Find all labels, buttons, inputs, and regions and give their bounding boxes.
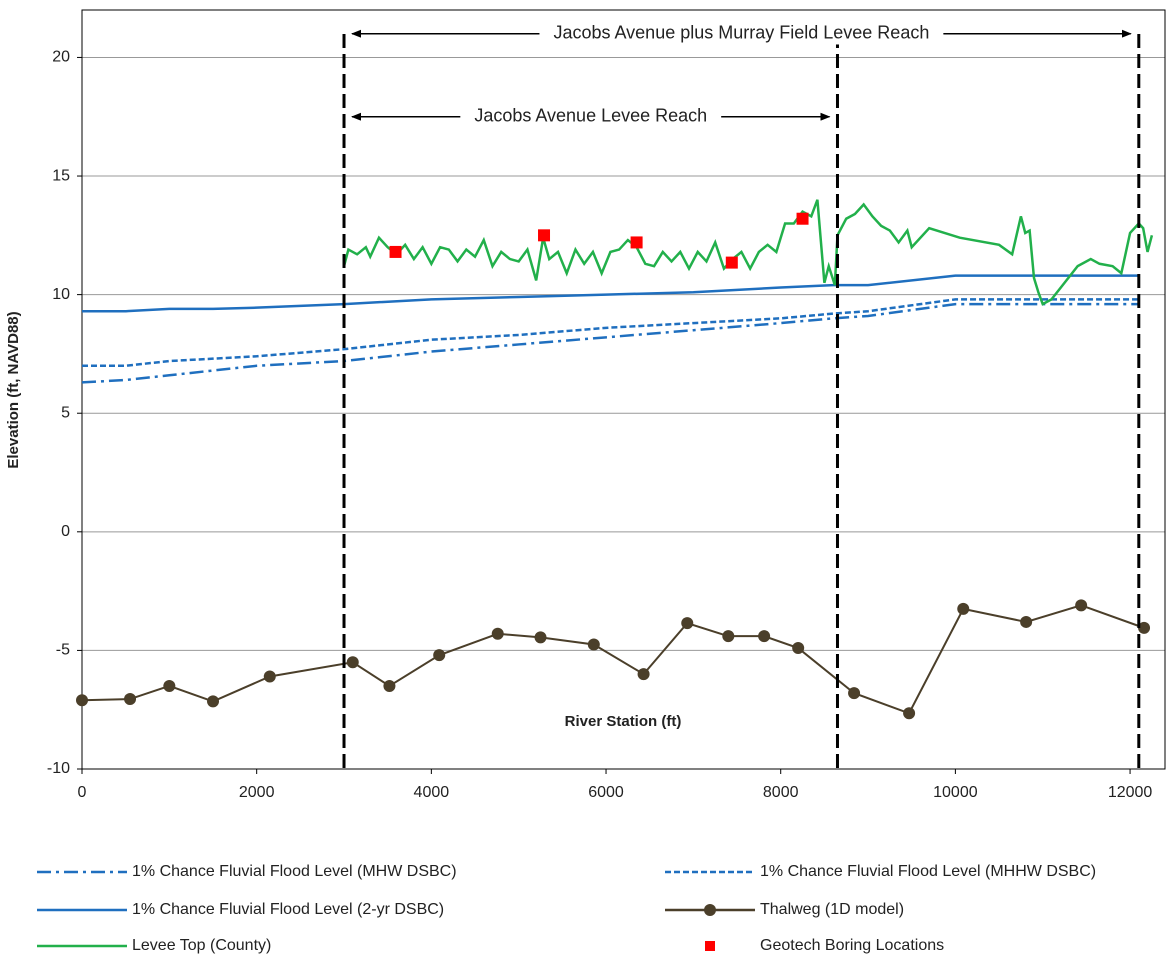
series-line: [82, 298, 1139, 368]
y-tick-label: 15: [52, 167, 70, 184]
y-tick-label: 20: [52, 49, 70, 66]
marker: [722, 630, 735, 643]
x-tick-label: 4000: [414, 784, 450, 801]
marker: [1020, 615, 1033, 628]
marker: [534, 631, 547, 644]
x-tick-label: 10000: [933, 784, 978, 801]
marker: [681, 617, 694, 630]
marker: [124, 693, 137, 706]
marker: [848, 687, 861, 700]
marker: [263, 670, 276, 683]
marker: [433, 649, 446, 662]
legend-label: 1% Chance Fluvial Flood Level (MHW DSBC): [132, 863, 457, 880]
y-tick-label: 5: [61, 404, 70, 421]
series-line: [82, 274, 1139, 313]
marker: [346, 656, 359, 669]
marker: [796, 212, 809, 225]
series-line: [81, 604, 1145, 715]
marker: [163, 679, 176, 692]
x-axis-title: River Station (ft): [565, 713, 682, 730]
legend-label: 1% Chance Fluvial Flood Level (MHHW DSBC…: [760, 863, 1096, 880]
y-axis-title: Elevation (ft, NAVD88): [5, 311, 22, 468]
marker: [538, 229, 551, 242]
annotation-bg: [539, 20, 944, 45]
marker: [792, 642, 805, 655]
marker: [725, 256, 738, 269]
y-tick-label: 0: [61, 523, 70, 540]
marker: [1075, 599, 1088, 612]
marker: [957, 602, 970, 615]
marker: [1138, 621, 1151, 634]
marker: [383, 679, 396, 692]
y-tick-label: 10: [52, 286, 70, 303]
legend-label: Geotech Boring Locations: [760, 937, 944, 954]
legend-swatch: [704, 904, 716, 916]
annotation: Jacobs Avenue Levee Reach: [474, 105, 707, 125]
marker: [903, 707, 916, 720]
x-tick-label: 0: [78, 784, 87, 801]
legend-label: Levee Top (County): [132, 937, 271, 954]
x-tick-label: 12000: [1108, 784, 1153, 801]
annotation-bg: [460, 103, 722, 128]
marker: [587, 638, 600, 651]
x-tick-label: 2000: [239, 784, 275, 801]
y-tick-label: -10: [47, 760, 70, 777]
x-tick-label: 8000: [763, 784, 799, 801]
marker: [491, 627, 504, 640]
series-line: [81, 302, 1139, 384]
marker: [207, 695, 220, 708]
legend-label: 1% Chance Fluvial Flood Level (2-yr DSBC…: [132, 901, 444, 918]
legend-swatch: [705, 941, 715, 951]
marker: [637, 668, 650, 681]
marker: [76, 694, 88, 707]
legend-label: Thalweg (1D model): [760, 901, 904, 918]
annotation: Jacobs Avenue plus Murray Field Levee Re…: [553, 22, 929, 42]
marker: [389, 245, 402, 258]
marker: [758, 630, 771, 643]
marker: [630, 236, 643, 249]
x-tick-label: 6000: [588, 784, 624, 801]
y-tick-label: -5: [56, 642, 70, 659]
plot-border: [81, 9, 1166, 770]
